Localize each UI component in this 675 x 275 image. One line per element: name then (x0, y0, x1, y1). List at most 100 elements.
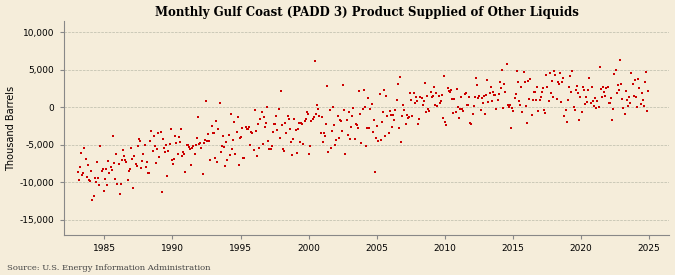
Point (515, 103, 526, 107)
Point (330, 143, 341, 147)
Point (468, 104, 479, 108)
Point (433, 94, 444, 98)
Point (380, 133, 391, 138)
Point (167, 162, 178, 167)
Point (295, 140, 306, 144)
Point (186, 163, 196, 167)
Point (214, 101, 225, 105)
Point (327, 128, 338, 133)
Point (231, 130, 242, 135)
Point (529, 90, 539, 94)
Point (408, 90, 419, 95)
Point (240, 124, 251, 129)
Point (217, 143, 227, 148)
Point (526, 113, 537, 117)
Point (594, 65, 605, 70)
Point (473, 96, 484, 101)
Point (154, 154, 165, 159)
Point (454, 116, 464, 120)
Point (267, 130, 278, 134)
Point (642, 109, 653, 114)
Point (245, 143, 256, 147)
Point (349, 137, 360, 141)
Point (576, 110, 587, 114)
Point (625, 100, 636, 105)
Point (101, 166, 111, 171)
Point (306, 119, 317, 123)
Point (325, 146, 336, 150)
Point (506, 126, 516, 130)
Point (448, 110, 459, 115)
Point (402, 116, 413, 120)
Point (264, 147, 275, 151)
Point (535, 95, 546, 100)
Point (307, 117, 318, 121)
Point (409, 101, 420, 106)
Point (189, 151, 200, 156)
Point (128, 186, 138, 190)
Point (552, 79, 563, 84)
Point (550, 73, 561, 77)
Point (300, 117, 311, 121)
Point (389, 118, 400, 122)
Point (637, 90, 647, 95)
Point (583, 87, 594, 92)
Point (124, 167, 135, 171)
Point (273, 106, 284, 111)
Point (84, 178, 95, 182)
Point (117, 158, 128, 162)
Point (97, 167, 108, 171)
Point (92, 160, 103, 164)
Point (543, 99, 554, 103)
Point (324, 108, 335, 112)
Point (155, 130, 166, 134)
Point (517, 110, 528, 114)
Point (255, 117, 266, 121)
Point (275, 89, 286, 93)
Point (479, 94, 489, 98)
Point (525, 77, 536, 82)
Point (522, 120, 533, 125)
Point (356, 141, 367, 145)
Point (345, 137, 356, 141)
Point (237, 126, 248, 130)
Point (344, 110, 354, 114)
Point (337, 128, 348, 133)
Point (209, 156, 220, 160)
Point (139, 143, 150, 148)
Point (587, 99, 598, 103)
Point (622, 98, 632, 103)
Point (375, 138, 386, 142)
Point (205, 158, 216, 162)
Point (222, 157, 233, 162)
Point (610, 68, 621, 73)
Point (132, 144, 143, 148)
Point (562, 98, 573, 103)
Point (246, 130, 256, 134)
Text: Source: U.S. Energy Information Administration: Source: U.S. Energy Information Administ… (7, 264, 210, 272)
Point (284, 117, 294, 122)
Point (239, 155, 250, 160)
Point (197, 172, 208, 177)
Point (424, 109, 435, 113)
Point (355, 112, 366, 117)
Point (622, 104, 633, 109)
Point (199, 138, 210, 142)
Point (94, 183, 105, 187)
Point (348, 106, 359, 110)
Point (322, 84, 333, 88)
Point (265, 147, 276, 152)
Point (127, 156, 138, 161)
Point (352, 123, 362, 127)
Point (580, 95, 591, 99)
Point (524, 97, 535, 101)
Point (470, 76, 481, 81)
Point (483, 100, 494, 104)
Point (584, 76, 595, 80)
Point (534, 98, 545, 103)
Point (462, 103, 473, 108)
Point (477, 101, 488, 105)
Point (287, 153, 298, 157)
Point (327, 105, 338, 109)
Point (497, 106, 508, 111)
